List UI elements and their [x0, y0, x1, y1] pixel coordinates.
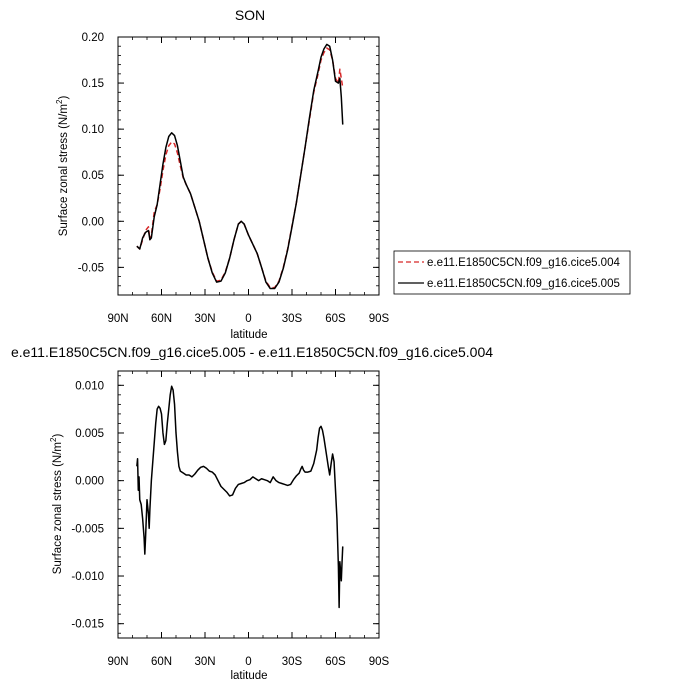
top-chart-x-tick-label: 90S — [369, 313, 390, 325]
top-chart-y-axis-title: Surface zonal stress (N/m2) — [55, 96, 70, 237]
bottom-chart: e.e11.E1850C5CN.f09_g16.cice5.005 - e.e1… — [11, 344, 493, 682]
top-chart-series-group — [136, 43, 344, 290]
top-chart-y-tick-label: -0.05 — [78, 262, 104, 274]
bottom-chart-x-tick-label: 30S — [282, 656, 303, 668]
top-chart-title: SON — [235, 7, 265, 23]
top-chart-axes: 90N 60N 30N 0 30S 60S 90S 0.20 0.15 0.10 0.05 0.00 -… — [78, 32, 390, 325]
top-chart-legend: e.e11.E1850C5CN.f09_g16.cice5.004 e.e11.… — [393, 250, 631, 295]
top-chart-y-tick-label: 0.05 — [82, 170, 104, 182]
bottom-chart-x-axis-title: latitude — [230, 670, 267, 682]
bottom-chart-x-tick-label: 90N — [107, 656, 128, 668]
bottom-chart-y-tick-label: -0.005 — [71, 523, 104, 535]
top-chart-series-line-2 — [136, 43, 344, 290]
bottom-chart-y-tick-label: 0.000 — [75, 476, 104, 488]
top-chart-x-tick-label: 30N — [194, 313, 215, 325]
bottom-chart-y-tick-label: -0.015 — [71, 619, 104, 631]
bottom-chart-x-tick-label: 60N — [151, 656, 172, 668]
bottom-chart-y-tick-label: -0.010 — [71, 571, 104, 583]
top-chart-x-tick-label: 30S — [282, 313, 303, 325]
legend-label-series-2: e.e11.E1850C5CN.f09_g16.cice5.005 — [427, 278, 620, 290]
bottom-chart-x-tick-label: 30N — [194, 656, 215, 668]
top-chart-x-tick-label: 0 — [245, 313, 251, 325]
bottom-chart-title: e.e11.E1850C5CN.f09_g16.cice5.005 - e.e1… — [11, 344, 493, 360]
top-chart-y-tick-label: 0.15 — [82, 78, 104, 90]
bottom-chart-y-axis-title: Surface zonal stress (N/m2) — [49, 434, 64, 575]
bottom-chart-x-tick-label: 90S — [369, 656, 390, 668]
top-chart-y-tick-label: 0.10 — [82, 124, 104, 136]
top-chart-plot-frame — [117, 36, 380, 296]
bottom-chart-series-line-1 — [136, 385, 344, 609]
legend-frame — [393, 250, 631, 295]
bottom-chart-series-group — [136, 385, 344, 609]
top-chart-x-tick-label: 60S — [325, 313, 346, 325]
bottom-chart-x-tick-label: 0 — [245, 656, 251, 668]
top-chart-y-tick-label: 0.20 — [82, 32, 104, 44]
top-chart-x-tick-label: 60N — [151, 313, 172, 325]
top-chart-x-tick-label: 90N — [107, 313, 128, 325]
top-chart-x-axis-title: latitude — [230, 329, 267, 341]
bottom-chart-axes: 90N 60N 30N 0 30S 60S 90S 0.010 0.005 0.000 -0.005… — [71, 371, 390, 668]
top-chart: SON 90N 60N 30N 0 30S 60S 90S 0.20 0.15 0.10 0.05 0… — [55, 7, 631, 341]
bottom-chart-x-tick-label: 60S — [325, 656, 346, 668]
top-chart-series-line-1 — [136, 47, 344, 289]
bottom-chart-y-tick-label: 0.005 — [75, 428, 104, 440]
legend-label-series-1: e.e11.E1850C5CN.f09_g16.cice5.004 — [427, 257, 620, 269]
top-chart-y-tick-label: 0.00 — [82, 216, 104, 228]
bottom-chart-y-tick-label: 0.010 — [75, 380, 104, 392]
